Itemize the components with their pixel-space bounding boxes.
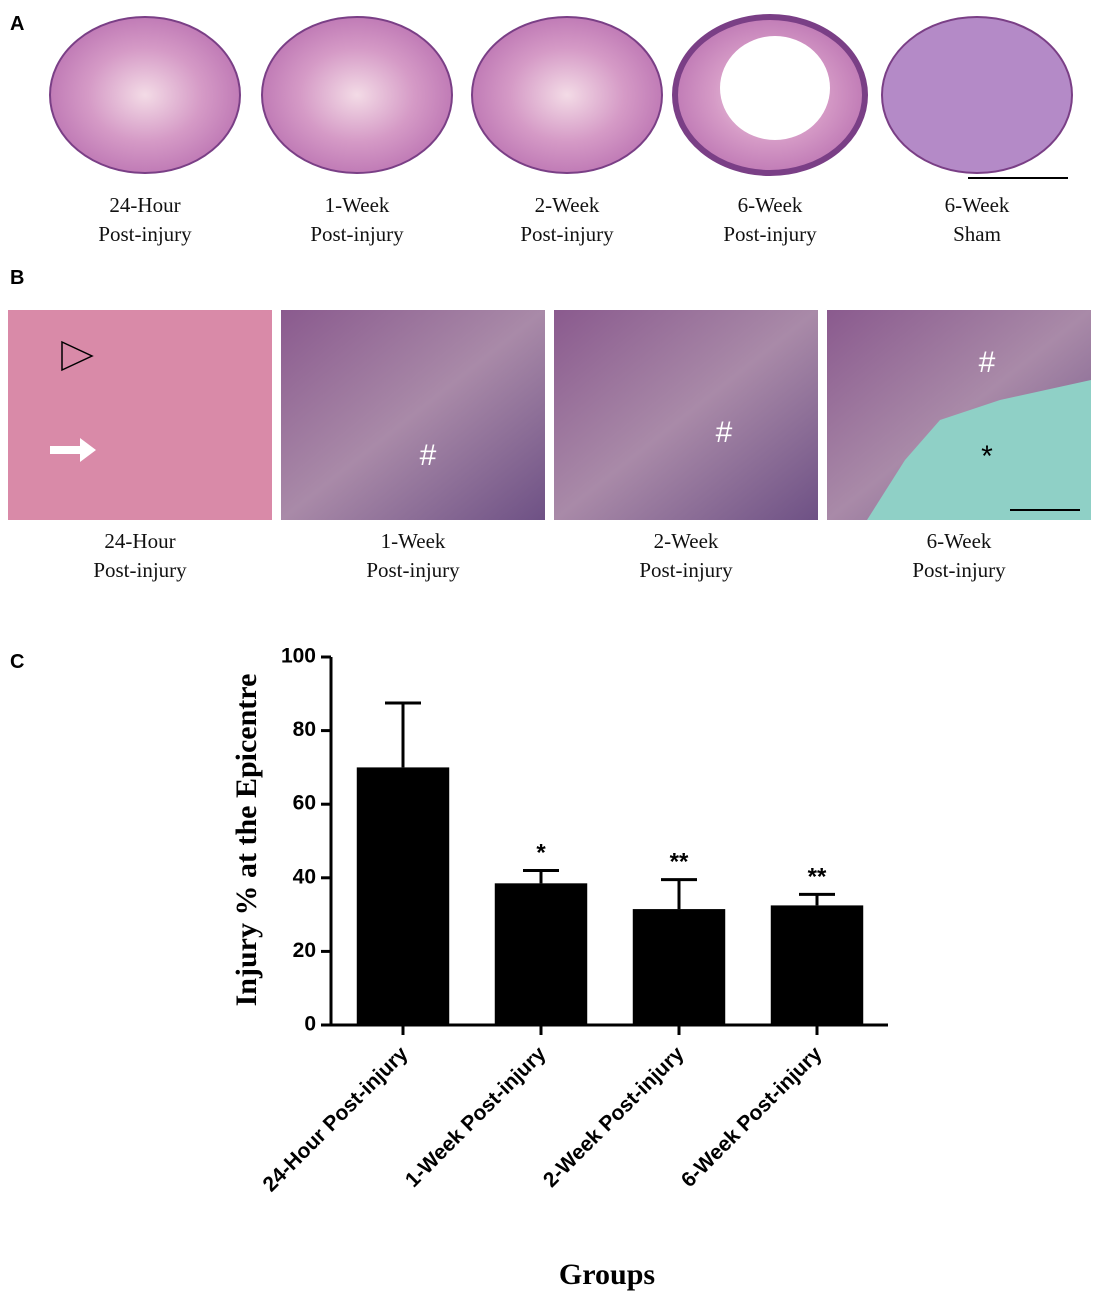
y-tick-label: 20: [293, 939, 316, 962]
significance: **: [808, 863, 827, 890]
panel-letter: A: [10, 13, 24, 35]
micrograph: [554, 310, 818, 520]
cavity: [867, 380, 1091, 520]
bar: [770, 905, 864, 1025]
y-tick-label: 40: [293, 865, 316, 888]
panel-letter: C: [10, 651, 24, 673]
marker: #: [716, 416, 733, 449]
marker: *: [981, 440, 993, 473]
x-tick-label: 6-Week Post-injury: [677, 1042, 827, 1192]
image-caption: Post-injury: [98, 222, 192, 246]
tissue-section: [471, 16, 663, 174]
image-caption: Post-injury: [723, 222, 817, 246]
y-axis-label: Injury % at the Epicentre: [230, 674, 263, 1007]
image-caption: 2-Week: [535, 193, 600, 217]
arrowhead: [61, 340, 94, 372]
image-caption: 24-Hour: [104, 529, 175, 553]
x-tick-label: 24-Hour Post-injury: [258, 1042, 412, 1196]
y-tick-label: 100: [281, 645, 316, 668]
image-caption: Sham: [953, 222, 1001, 246]
panel-letter: B: [10, 267, 24, 289]
image-caption: 1-Week: [381, 529, 446, 553]
error-bar: [661, 878, 697, 910]
marker: #: [979, 346, 996, 379]
tissue-section: [261, 16, 453, 174]
image-caption: 2-Week: [654, 529, 719, 553]
image-caption: Post-injury: [310, 222, 404, 246]
error-bar: [385, 701, 421, 768]
micrograph: [8, 310, 272, 520]
bar: [494, 883, 588, 1025]
significance: **: [670, 849, 689, 876]
image-caption: Post-injury: [912, 558, 1006, 582]
error-bar: [799, 892, 835, 906]
image-caption: 6-Week: [738, 193, 803, 217]
image-caption: 24-Hour: [109, 193, 180, 217]
significance: *: [536, 839, 546, 866]
image-caption: Post-injury: [520, 222, 614, 246]
y-tick-label: 80: [293, 718, 316, 741]
x-tick-label: 1-Week Post-injury: [401, 1042, 551, 1192]
bar: [632, 909, 726, 1025]
arrow: [50, 438, 96, 462]
marker: #: [420, 439, 437, 472]
y-tick-label: 60: [293, 792, 316, 815]
error-bar: [523, 868, 559, 884]
x-tick-label: 2-Week Post-injury: [539, 1042, 689, 1192]
image-caption: Post-injury: [366, 558, 460, 582]
x-axis-label: Groups: [559, 1258, 655, 1291]
lesion-cavity: [720, 36, 830, 140]
image-caption: Post-injury: [639, 558, 733, 582]
tissue-section: [881, 16, 1073, 174]
tissue-section: [49, 16, 241, 174]
micrograph: [281, 310, 545, 520]
y-tick-label: 0: [304, 1013, 316, 1036]
bar: [356, 767, 450, 1025]
image-caption: 6-Week: [927, 529, 992, 553]
image-caption: 6-Week: [945, 193, 1010, 217]
image-caption: Post-injury: [93, 558, 187, 582]
image-caption: 1-Week: [325, 193, 390, 217]
